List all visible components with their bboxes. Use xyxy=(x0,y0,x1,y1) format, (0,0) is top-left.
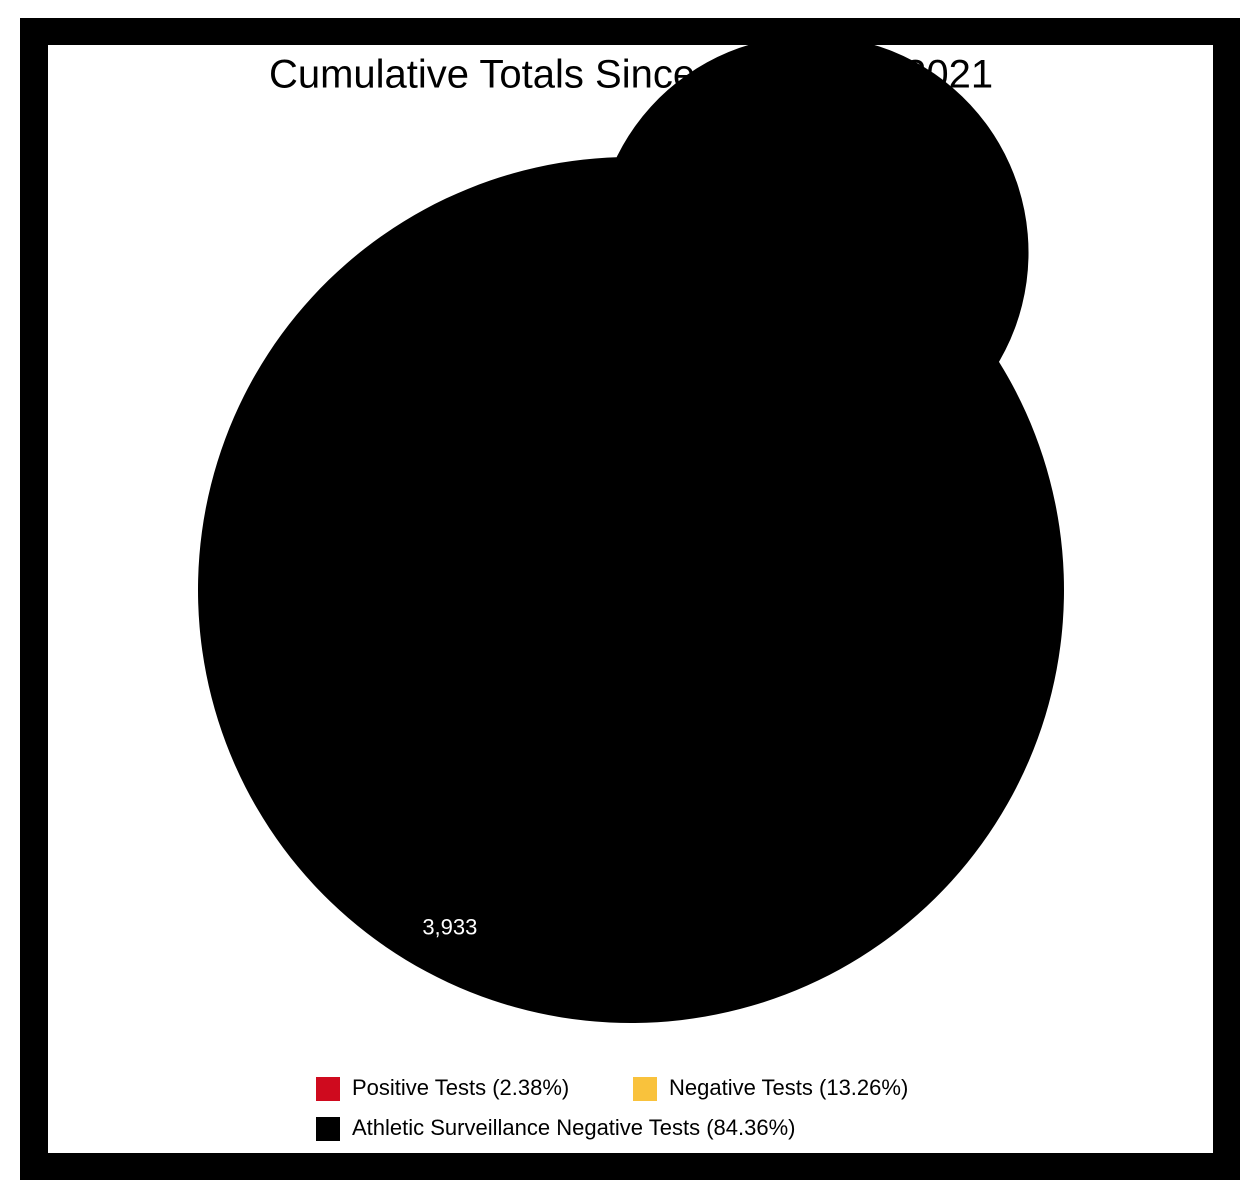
legend-swatch xyxy=(633,1077,657,1101)
legend-swatch xyxy=(316,1077,340,1101)
legend-label: Positive Tests (2.38%) xyxy=(352,1075,569,1100)
legend-swatch xyxy=(316,1117,340,1141)
legend-label: Athletic Surveillance Negative Tests (84… xyxy=(352,1115,795,1140)
slice xyxy=(198,35,1065,1024)
legend-label: Negative Tests (13.26%) xyxy=(669,1075,908,1100)
data-label: 3,933 xyxy=(422,914,477,939)
center-label: Positivity xyxy=(538,573,725,620)
center-label: 2.4% xyxy=(583,525,679,572)
center-label: Rate xyxy=(585,621,676,668)
